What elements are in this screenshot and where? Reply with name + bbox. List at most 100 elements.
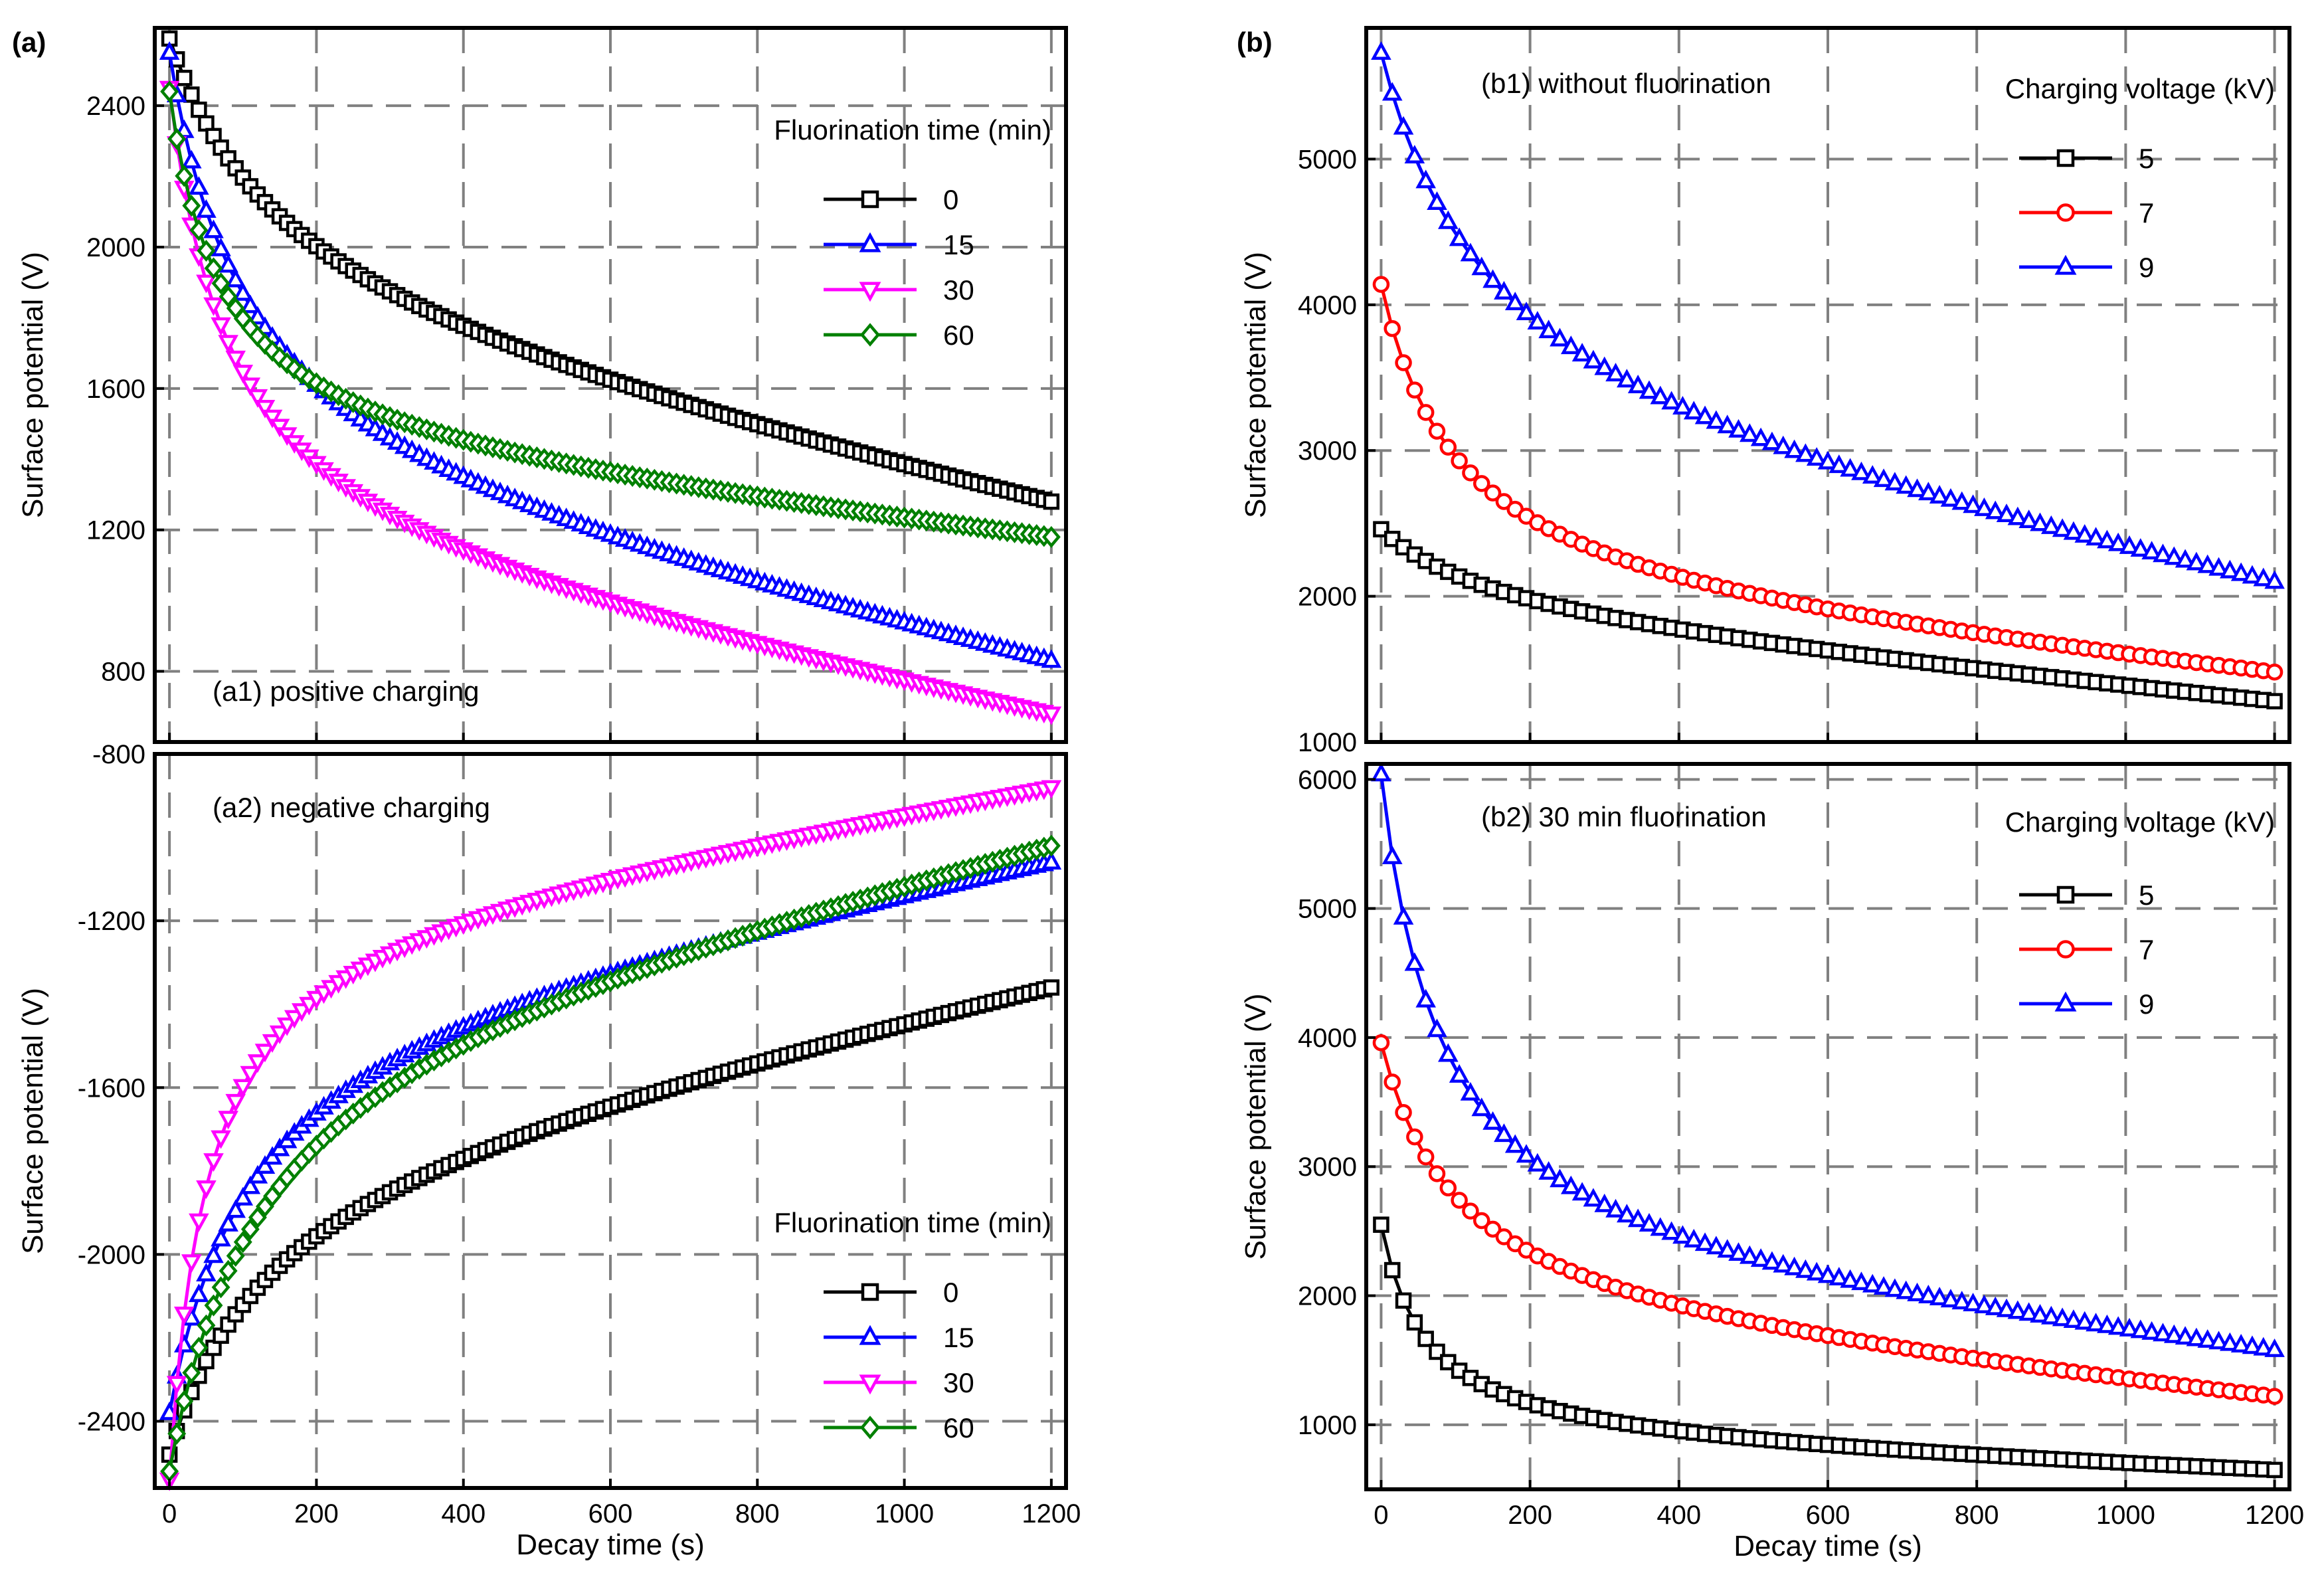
data-point — [1482, 1111, 1503, 1130]
data-point — [1706, 410, 1727, 429]
legend-swatch-marker — [2056, 885, 2075, 904]
data-point — [196, 1263, 217, 1281]
data-point — [2007, 1300, 2028, 1319]
data-point — [1795, 443, 1816, 462]
data-point — [1516, 1144, 1537, 1163]
data-point — [1594, 356, 1615, 375]
data-point — [1473, 1212, 1490, 1230]
panel-a-label: (a) — [12, 27, 46, 58]
data-point — [1750, 427, 1771, 446]
data-point — [1694, 1232, 1716, 1251]
legend: Fluorination time (min) 0 15 30 60 — [774, 1207, 1051, 1443]
data-point — [1451, 452, 1468, 470]
data-point — [189, 1337, 209, 1359]
data-point — [233, 1231, 252, 1253]
data-point — [211, 272, 230, 295]
data-point — [1538, 1160, 1559, 1180]
data-point — [1694, 405, 1716, 424]
data-point — [2030, 1304, 2050, 1323]
x-tick-label: 800 — [1955, 1501, 1999, 1530]
y-axis-label: Surface potential (V) — [17, 252, 49, 518]
data-point — [247, 1164, 268, 1184]
data-point — [2153, 543, 2173, 563]
series-b2-5 — [1373, 1216, 2283, 1479]
x-tick-label: 1200 — [1022, 1499, 1081, 1529]
legend-swatch-marker — [2054, 991, 2077, 1012]
data-point — [1428, 422, 1446, 440]
data-point — [1417, 1331, 1434, 1347]
legend-entry-label: 60 — [943, 320, 974, 351]
data-point — [1617, 369, 1637, 388]
data-point — [1761, 1251, 1783, 1270]
data-point — [1043, 493, 1060, 510]
data-point — [203, 1153, 224, 1172]
legend-swatch-marker — [2054, 254, 2077, 275]
data-point — [1974, 1295, 1995, 1313]
data-point — [1840, 1269, 1860, 1288]
data-point — [2266, 663, 2283, 681]
legend-entry-label: 7 — [2139, 934, 2154, 965]
x-tick-label: 800 — [735, 1499, 780, 1529]
legend-entry-label: 60 — [943, 1412, 974, 1443]
data-point — [196, 1180, 217, 1199]
data-point — [1449, 227, 1470, 246]
y-axis-label: Surface potential (V) — [1239, 252, 1272, 518]
legend-swatch-marker — [859, 232, 881, 252]
data-point — [1395, 354, 1412, 371]
data-point — [225, 268, 246, 288]
data-point — [2163, 546, 2185, 565]
data-point — [2264, 1338, 2285, 1357]
data-point — [1417, 404, 1435, 421]
data-point — [1460, 1081, 1481, 1101]
data-point — [1851, 1271, 1872, 1291]
data-point — [2119, 535, 2140, 554]
data-point — [175, 165, 194, 187]
data-point — [1672, 1225, 1693, 1244]
data-point — [1471, 1097, 1492, 1117]
data-point — [2153, 1323, 2173, 1342]
data-point — [1384, 320, 1401, 337]
data-point — [225, 1199, 246, 1218]
panel-annotation: (a1) positive charging — [213, 676, 480, 707]
data-point — [254, 1044, 276, 1063]
y-tick-label: 5000 — [1298, 145, 1357, 174]
data-point — [2175, 1326, 2196, 1345]
data-point — [2063, 1309, 2084, 1329]
data-point — [1395, 1104, 1412, 1121]
data-point — [1504, 292, 1526, 311]
data-point — [1041, 706, 1062, 725]
data-point — [1041, 780, 1062, 799]
legend-entry-label: 0 — [943, 184, 958, 215]
data-point — [1683, 401, 1704, 420]
y-tick-label: 6000 — [1298, 765, 1357, 794]
data-point — [1974, 497, 1995, 516]
data-point — [211, 1276, 230, 1299]
data-point — [232, 1186, 254, 1206]
data-point — [2097, 529, 2117, 549]
data-point — [2208, 557, 2229, 576]
data-point — [1560, 1175, 1581, 1194]
data-point — [226, 1245, 245, 1267]
data-point — [1527, 311, 1548, 330]
legend-title: Charging voltage (kV) — [2005, 73, 2275, 104]
data-point — [189, 219, 209, 242]
data-point — [1460, 242, 1481, 262]
data-point — [1985, 500, 2006, 519]
data-point — [1384, 1073, 1401, 1091]
data-point — [1817, 1264, 1838, 1283]
data-point — [2040, 515, 2062, 534]
data-point — [189, 176, 209, 195]
data-point — [189, 1283, 209, 1303]
chart-b2: 1000 2000 3000 4000 5000 6000 0 200 400 600 800 100… — [1239, 762, 2304, 1562]
data-point — [2086, 1313, 2106, 1332]
data-point — [1951, 491, 1973, 510]
panel-annotation: (b2) 30 min fluorination — [1481, 801, 1767, 832]
data-point — [1527, 1153, 1548, 1172]
series-a2-30 — [159, 780, 1062, 1491]
chart-a1: 800 1200 1600 2000 2400 Surface potential (V)… — [17, 26, 1068, 744]
data-point — [2018, 1302, 2039, 1321]
data-point — [232, 365, 254, 384]
x-tick-label: 400 — [441, 1499, 486, 1529]
data-point — [1862, 465, 1883, 484]
